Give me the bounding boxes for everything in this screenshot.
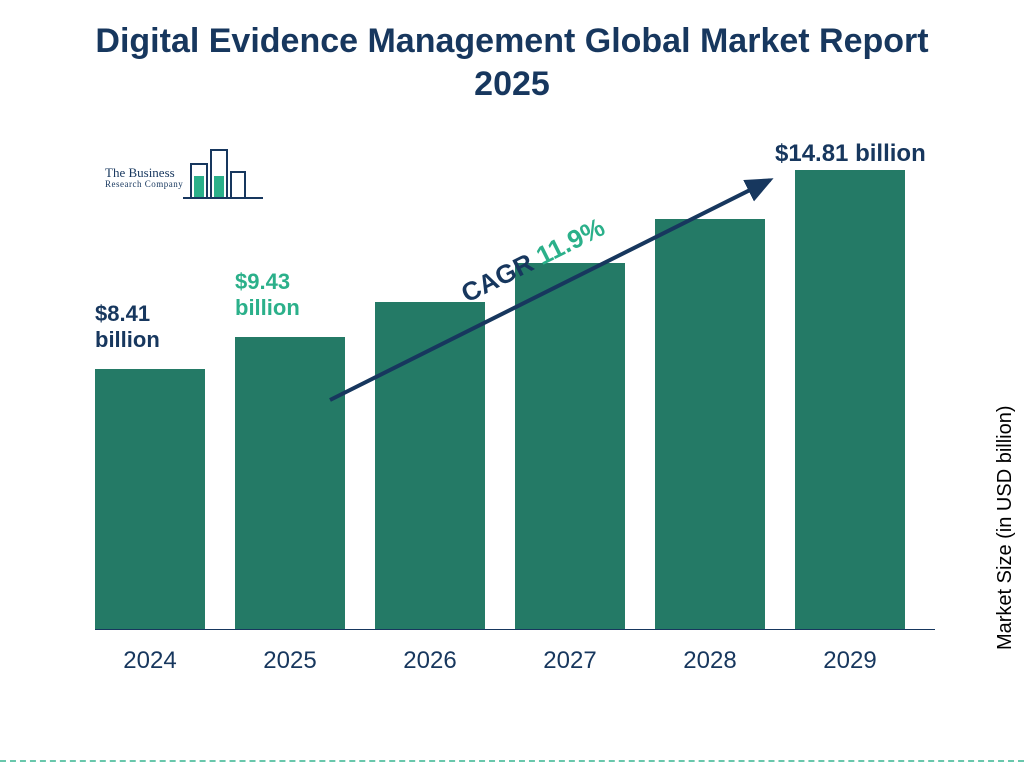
- bar-value-label: $9.43billion: [235, 269, 345, 322]
- bar: [515, 263, 625, 630]
- chart-title: Digital Evidence Management Global Marke…: [0, 20, 1024, 105]
- bar: [235, 337, 345, 630]
- x-axis-label: 2026: [375, 647, 485, 675]
- bar-area: [95, 150, 935, 630]
- x-axis-label: 2024: [95, 647, 205, 675]
- bar-value-label: $14.81 billion: [775, 140, 955, 169]
- x-axis-label: 2025: [235, 647, 345, 675]
- y-axis-label: Market Size (in USD billion): [995, 406, 1018, 651]
- x-axis-label: 2028: [655, 647, 765, 675]
- page-root: Digital Evidence Management Global Marke…: [0, 0, 1024, 768]
- x-axis-label: 2027: [515, 647, 625, 675]
- bottom-separator: [0, 760, 1024, 762]
- bar: [655, 219, 765, 630]
- bar-value-label: $8.41billion: [95, 301, 205, 354]
- x-axis-label: 2029: [795, 647, 905, 675]
- bar: [375, 302, 485, 630]
- x-axis-line: [95, 629, 935, 630]
- bar: [795, 170, 905, 630]
- bar: [95, 369, 205, 630]
- bar-chart: 2024 2025 2026 2027 2028 2029 $8.41billion $9.…: [95, 150, 935, 680]
